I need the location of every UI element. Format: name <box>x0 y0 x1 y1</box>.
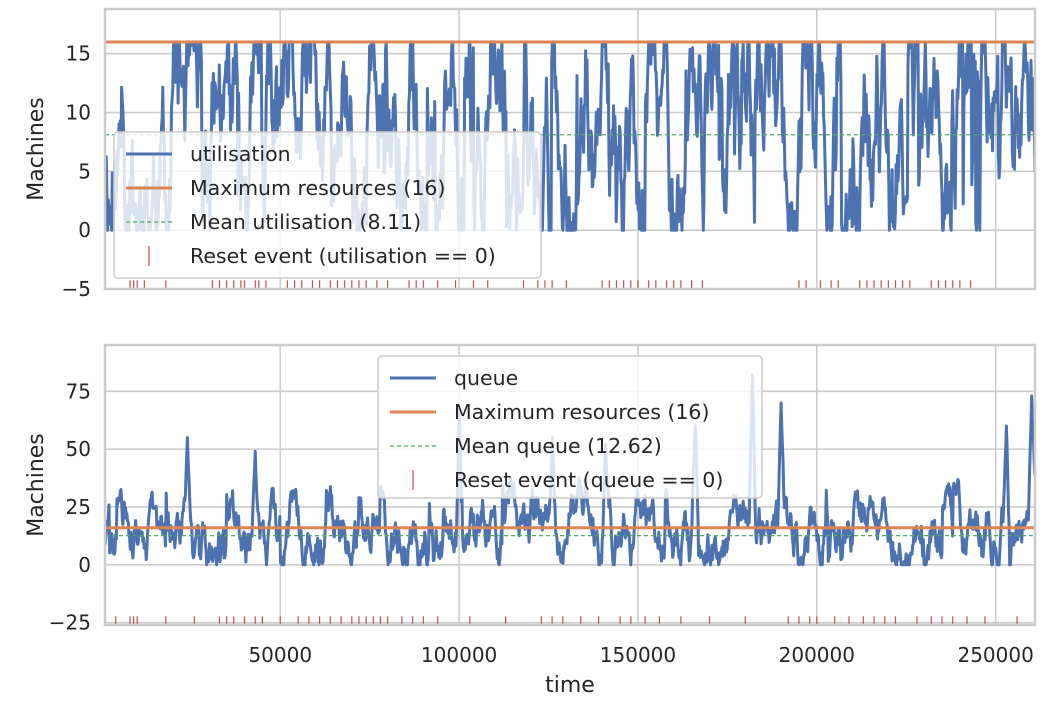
y-axis-label: Machines <box>24 97 49 201</box>
y-axis-label: Machines <box>24 433 49 537</box>
y-tick-label: 0 <box>78 218 91 242</box>
y-tick-label: 5 <box>78 159 91 183</box>
y-tick-label: 15 <box>66 42 91 66</box>
series-line-queue <box>105 373 1035 567</box>
legend-label: Mean utilisation (8.11) <box>190 210 421 234</box>
y-tick-label: 10 <box>66 101 91 125</box>
reset-events <box>115 616 1018 625</box>
legend-label: Maximum resources (16) <box>454 400 709 424</box>
legend-label: Mean queue (12.62) <box>454 434 662 458</box>
legend-frame <box>113 131 542 279</box>
x-tick-label: 150000 <box>600 643 676 667</box>
legend: queue Maximum resources (16) Mean queue (1… <box>377 355 763 499</box>
y-tick-label: 50 <box>66 437 91 461</box>
plot-area <box>105 373 1035 625</box>
legend: utilisation Maximum resources (16) Mean ut… <box>113 131 542 279</box>
x-tick-label: 100000 <box>421 643 497 667</box>
y-tick-label: −5 <box>62 277 91 301</box>
legend-label: utilisation <box>190 142 291 166</box>
y-tick-label: 75 <box>66 379 91 403</box>
x-axis-label: time <box>545 673 595 698</box>
y-tick-label: 25 <box>66 495 91 519</box>
axes-frame <box>103 7 1037 291</box>
queue-chart: −25 0 25 50 75 50000 100000 150000 200000 250000 M… <box>24 343 1037 698</box>
x-tick-label: 50000 <box>248 643 312 667</box>
legend-frame <box>377 355 763 499</box>
legend-label: queue <box>454 366 518 390</box>
x-tick-label: 200000 <box>779 643 855 667</box>
axes-frame <box>103 343 1037 627</box>
y-tick-label: 0 <box>78 553 91 577</box>
y-tick-label: −25 <box>49 611 91 635</box>
legend-label: Maximum resources (16) <box>190 176 445 200</box>
legend-label: Reset event (utilisation == 0) <box>190 244 496 268</box>
legend-label: Reset event (queue == 0) <box>454 468 723 492</box>
x-tick-label: 250000 <box>957 643 1033 667</box>
reset-events <box>129 280 972 289</box>
utilisation-chart: −5 0 5 10 15 Machines utilisation Maximum resou… <box>24 7 1037 301</box>
